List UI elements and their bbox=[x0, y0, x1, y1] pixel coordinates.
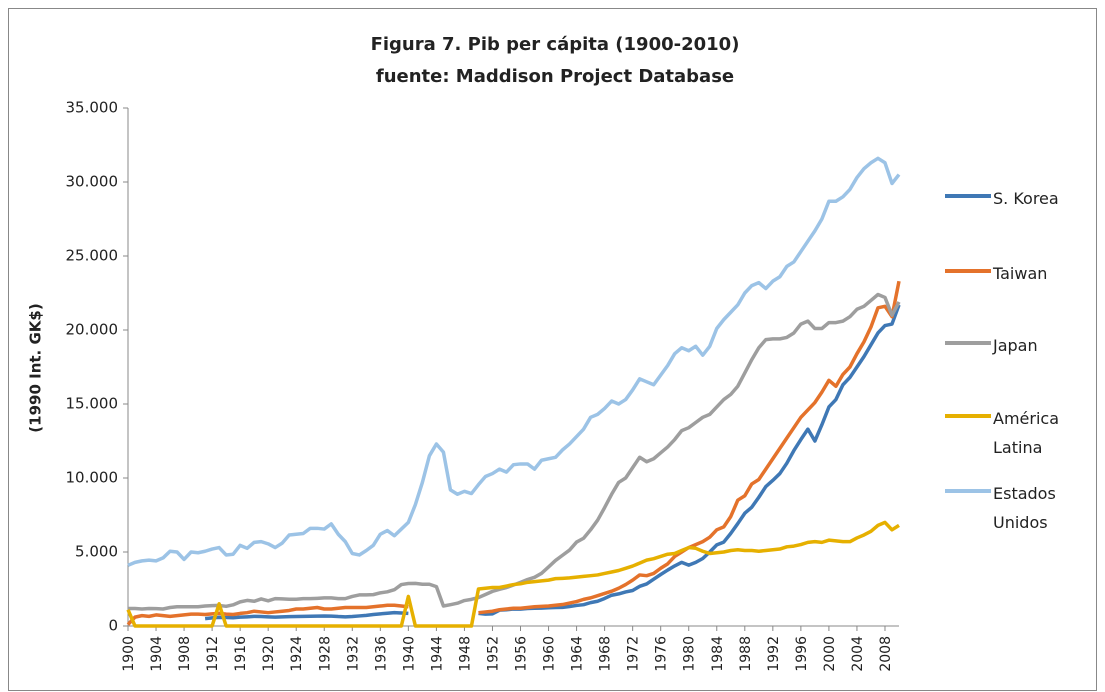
x-tick-label: 1900 bbox=[121, 636, 137, 672]
x-tick-label: 1980 bbox=[682, 636, 698, 672]
legend-label: Estados Unidos bbox=[993, 484, 1056, 532]
series-line bbox=[126, 520, 900, 628]
x-tick-label: 1916 bbox=[233, 636, 249, 672]
x-tick-label: 1988 bbox=[738, 636, 754, 672]
x-tick-label: 2000 bbox=[822, 636, 838, 672]
x-tick-label: 1904 bbox=[149, 636, 165, 672]
x-tick-label: 2004 bbox=[850, 636, 866, 672]
legend-swatch bbox=[945, 341, 991, 345]
x-tick-label: 1944 bbox=[429, 636, 445, 672]
x-tick-label: 1928 bbox=[317, 636, 333, 672]
x-tick-label: 1992 bbox=[766, 636, 782, 672]
x-tick-label: 1924 bbox=[289, 636, 305, 672]
x-tick-label: 1940 bbox=[401, 636, 417, 672]
legend-label: S. Korea bbox=[993, 189, 1059, 208]
x-tick-label: 1972 bbox=[626, 636, 642, 672]
legend-label: Taiwan bbox=[993, 264, 1048, 283]
legend-swatch bbox=[945, 489, 991, 493]
x-tick-label: 1948 bbox=[457, 636, 473, 672]
legend-swatch bbox=[945, 194, 991, 198]
x-tick-label: 1908 bbox=[177, 636, 193, 672]
x-tick-label: 1976 bbox=[654, 636, 670, 672]
x-tick-label: 1968 bbox=[598, 636, 614, 672]
legend-label: América Latina bbox=[993, 409, 1059, 457]
x-tick-label: 1952 bbox=[485, 636, 501, 672]
legend-swatch bbox=[945, 269, 991, 273]
chart-subtitle: fuente: Maddison Project Database bbox=[376, 66, 734, 87]
y-tick-label: 15.000 bbox=[66, 395, 119, 413]
chart-title: Figura 7. Pib per cápita (1900-2010) bbox=[371, 34, 740, 55]
y-tick-label: 0 bbox=[108, 617, 118, 635]
x-tick-label: 1932 bbox=[345, 636, 361, 672]
y-tick-label: 35.000 bbox=[66, 99, 119, 117]
x-tick-label: 1936 bbox=[373, 636, 389, 672]
x-tick-label: 1984 bbox=[710, 636, 726, 672]
legend-swatch bbox=[945, 414, 991, 418]
chart-border bbox=[8, 8, 1097, 691]
y-tick-label: 5.000 bbox=[75, 543, 118, 561]
series-line bbox=[204, 304, 901, 621]
y-axis-label: (1990 Int. GK$) bbox=[27, 303, 45, 432]
legend-label: Japan bbox=[993, 336, 1038, 355]
x-tick-label: 1956 bbox=[514, 636, 530, 672]
x-tick-label: 1960 bbox=[542, 636, 558, 672]
x-tick-label: 1920 bbox=[261, 636, 277, 672]
x-tick-label: 2008 bbox=[878, 636, 894, 672]
x-tick-label: 1964 bbox=[570, 636, 586, 672]
y-tick-label: 20.000 bbox=[66, 321, 119, 339]
series-line bbox=[127, 156, 901, 567]
x-tick-label: 1912 bbox=[205, 636, 221, 672]
y-tick-label: 25.000 bbox=[66, 247, 119, 265]
y-tick-label: 10.000 bbox=[66, 469, 119, 487]
y-tick-label: 30.000 bbox=[66, 173, 119, 191]
x-tick-label: 1996 bbox=[794, 636, 810, 672]
